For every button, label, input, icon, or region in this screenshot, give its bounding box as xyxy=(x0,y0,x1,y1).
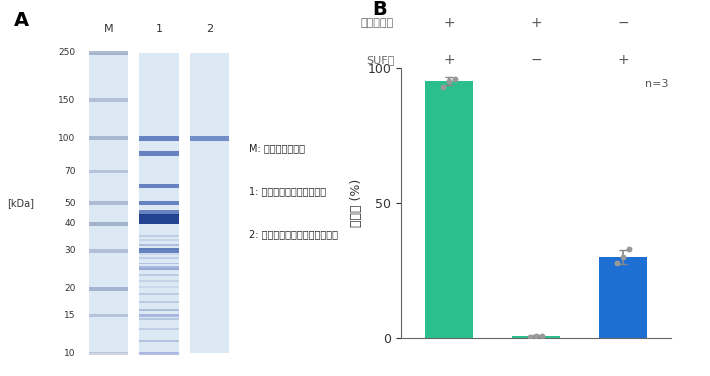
Text: 1: ワンポット合成後の溶液: 1: ワンポット合成後の溶液 xyxy=(248,186,326,196)
Text: −: − xyxy=(530,53,542,67)
Bar xyxy=(139,240,179,241)
Bar xyxy=(139,328,179,330)
Text: A: A xyxy=(13,11,29,30)
Y-axis label: 比活性 (%): 比活性 (%) xyxy=(351,179,364,227)
Point xyxy=(537,333,548,339)
Bar xyxy=(139,268,179,270)
Point xyxy=(443,78,454,84)
Text: B: B xyxy=(373,0,388,19)
Point xyxy=(618,254,629,260)
Bar xyxy=(512,336,560,338)
Point xyxy=(611,259,623,265)
Bar xyxy=(425,81,473,338)
Bar xyxy=(139,248,179,253)
Point xyxy=(449,76,461,82)
Text: 40: 40 xyxy=(65,219,76,228)
Point xyxy=(524,334,535,340)
Text: M: M xyxy=(104,24,113,34)
Text: [kDa]: [kDa] xyxy=(6,198,33,208)
Bar xyxy=(139,314,179,317)
Bar xyxy=(139,151,179,156)
Bar xyxy=(139,266,179,270)
Bar xyxy=(89,170,128,173)
Bar xyxy=(89,222,128,226)
Bar xyxy=(139,352,179,355)
Text: +: + xyxy=(530,15,542,30)
Text: 150: 150 xyxy=(58,96,76,105)
Text: n=3: n=3 xyxy=(645,79,668,88)
Text: M: 分子量マーカー: M: 分子量マーカー xyxy=(248,143,305,153)
Bar xyxy=(89,136,128,140)
Text: +: + xyxy=(443,53,455,67)
Bar xyxy=(599,257,647,338)
Bar xyxy=(89,201,128,205)
Text: +: + xyxy=(617,53,629,67)
Bar xyxy=(89,53,128,353)
Bar xyxy=(139,214,179,224)
Bar xyxy=(89,352,128,355)
Text: 50: 50 xyxy=(64,199,76,208)
Bar xyxy=(190,53,229,353)
Bar xyxy=(139,211,179,215)
Text: 10: 10 xyxy=(64,349,76,358)
Bar xyxy=(139,262,179,264)
Bar xyxy=(139,280,179,282)
Bar xyxy=(139,200,179,205)
Bar xyxy=(139,340,179,341)
Bar xyxy=(139,253,179,255)
Bar xyxy=(89,249,128,253)
Bar xyxy=(89,99,128,102)
Bar xyxy=(89,51,128,55)
Text: −: − xyxy=(617,15,629,30)
Bar xyxy=(89,287,128,291)
Bar xyxy=(139,258,179,259)
Bar xyxy=(139,318,179,320)
Bar xyxy=(139,293,179,295)
Bar xyxy=(139,183,179,188)
Bar xyxy=(139,353,179,354)
Bar xyxy=(139,244,179,246)
Bar xyxy=(139,248,179,250)
Text: 15: 15 xyxy=(64,311,76,320)
Text: SUF系: SUF系 xyxy=(366,55,394,65)
Point xyxy=(623,246,635,252)
Bar xyxy=(89,314,128,317)
Text: 20: 20 xyxy=(65,284,76,293)
Text: 70: 70 xyxy=(64,167,76,176)
Bar xyxy=(190,136,229,141)
Bar xyxy=(139,274,179,276)
Bar xyxy=(139,301,179,303)
Text: 250: 250 xyxy=(58,48,76,57)
Point xyxy=(437,83,449,89)
Text: 30: 30 xyxy=(64,246,76,255)
Bar xyxy=(139,53,179,353)
Text: +: + xyxy=(443,15,455,30)
Bar xyxy=(139,287,179,288)
Text: 2: 精製後の活性型アコニターゼ: 2: 精製後の活性型アコニターゼ xyxy=(248,230,338,240)
Text: 100: 100 xyxy=(58,134,76,143)
Text: 2: 2 xyxy=(206,24,213,34)
Point xyxy=(530,333,542,339)
Text: 1: 1 xyxy=(155,24,163,34)
Bar xyxy=(139,136,179,141)
Text: 酸素除去系: 酸素除去系 xyxy=(361,18,394,27)
Bar xyxy=(139,309,179,311)
Bar xyxy=(139,235,179,237)
